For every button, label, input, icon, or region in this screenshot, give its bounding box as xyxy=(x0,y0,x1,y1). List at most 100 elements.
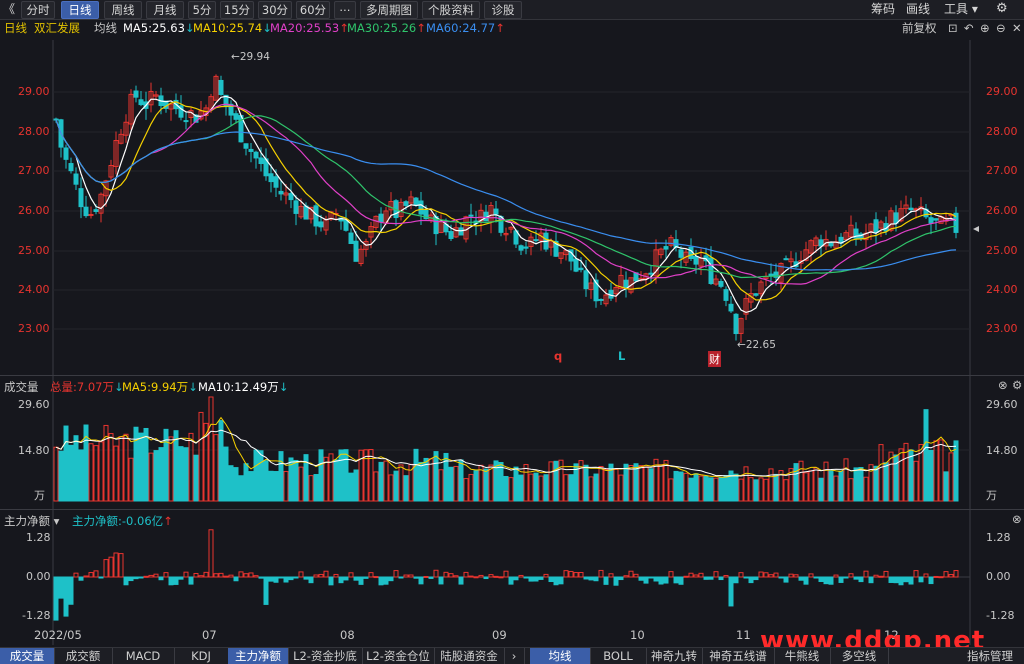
tab-ma[interactable]: 均线 xyxy=(530,648,591,664)
flow-title-dropdown[interactable]: 主力净额 ▾ xyxy=(4,514,60,528)
flow-bar xyxy=(213,573,219,578)
ma30-label: MA30:25.26↑ xyxy=(347,21,426,35)
volume-bar xyxy=(583,464,589,502)
tab-15min[interactable]: 15分 xyxy=(220,1,254,19)
undo-icon[interactable]: ↶ xyxy=(964,21,974,35)
tab-boll[interactable]: BOLL xyxy=(590,648,647,664)
volume-bar xyxy=(928,449,934,502)
tab-kdj[interactable]: KDJ xyxy=(174,648,229,664)
tab-bull-bear[interactable]: 牛熊线 xyxy=(774,648,831,664)
flow-bar xyxy=(608,573,614,578)
candle-body xyxy=(168,103,174,110)
zoom-out-icon[interactable]: ⊖ xyxy=(996,21,1006,35)
zoom-in-icon[interactable]: ⊕ xyxy=(980,21,990,35)
flow-bar xyxy=(938,576,944,579)
tab-volume[interactable]: 成交量 xyxy=(0,648,55,664)
volume-title[interactable]: 成交量 xyxy=(4,380,39,394)
volume-bar xyxy=(138,432,144,502)
volume-bar xyxy=(518,474,524,502)
tab-5min[interactable]: 5分 xyxy=(188,1,216,19)
flow-value: 主力净额:-0.06亿↑ xyxy=(72,514,173,528)
volume-bar xyxy=(723,475,729,502)
volume-bar xyxy=(363,449,369,502)
flow-close-icon[interactable]: ⊗ xyxy=(1012,512,1022,526)
candle-body xyxy=(148,90,154,106)
tab-indicator-manage[interactable]: 指标管理 xyxy=(956,648,1024,664)
flow-bar xyxy=(663,576,669,584)
tab-monthly[interactable]: 月线 xyxy=(146,1,184,19)
volume-bar xyxy=(638,465,644,502)
date-label-jul: 07 xyxy=(202,628,217,642)
tab-magic-nine[interactable]: 神奇九转 xyxy=(646,648,703,664)
diagnose-button[interactable]: 诊股 xyxy=(484,1,522,19)
flow-bar xyxy=(148,574,154,578)
flow-bar xyxy=(588,576,594,581)
tab-turnover[interactable]: 成交额 xyxy=(54,648,113,664)
tab-30min[interactable]: 30分 xyxy=(258,1,292,19)
high-price-label: ←29.94 xyxy=(231,51,270,63)
flow-bar xyxy=(258,576,264,579)
tab-l2-position[interactable]: L2-资金仓位 xyxy=(362,648,435,664)
flow-bar xyxy=(88,572,94,578)
tab-weekly[interactable]: 周线 xyxy=(104,1,142,19)
candle-body xyxy=(598,298,604,301)
volume-bar xyxy=(353,469,359,502)
candle-body xyxy=(123,121,129,136)
tools-menu[interactable]: 工具 ▾ xyxy=(944,2,978,16)
tab-macd[interactable]: MACD xyxy=(112,648,175,664)
volume-bar xyxy=(668,478,674,502)
flow-bar xyxy=(128,576,134,582)
flow-bar xyxy=(358,576,364,585)
back-icon[interactable]: 《 xyxy=(3,2,16,16)
volume-settings-icon[interactable]: ⚙ xyxy=(1012,378,1023,392)
marker-q[interactable]: q xyxy=(554,349,563,363)
flow-bar xyxy=(533,576,539,582)
volume-close-icon[interactable]: ⊗ xyxy=(998,378,1008,392)
lock-icon[interactable]: ⊡ xyxy=(948,21,958,35)
tab-daily[interactable]: 日线 xyxy=(61,1,99,19)
volume-bar xyxy=(768,468,774,502)
volume-bar xyxy=(923,409,929,502)
candle-body xyxy=(83,206,89,217)
chevron-right-icon[interactable]: › xyxy=(504,648,525,664)
tab-main-flow[interactable]: 主力净额 xyxy=(228,648,289,664)
flow-bar xyxy=(658,576,664,585)
stock-info-button[interactable]: 个股资料 xyxy=(422,1,480,19)
flow-bar xyxy=(238,571,244,578)
tab-60min[interactable]: 60分 xyxy=(296,1,330,19)
flow-bar xyxy=(183,571,189,578)
draw-line-button[interactable]: 画线 xyxy=(906,2,931,16)
volume-bar xyxy=(563,474,569,502)
flow-bar xyxy=(683,575,689,578)
candle-body xyxy=(103,180,109,197)
flow-bar xyxy=(243,573,249,578)
candle-body xyxy=(553,240,559,257)
tab-fenshi[interactable]: 分时 xyxy=(21,1,55,19)
marker-financial-report[interactable]: 财 xyxy=(708,351,721,367)
tab-l2-bottom[interactable]: L2-资金抄底 xyxy=(288,648,363,664)
multi-period-button[interactable]: 多周期图 xyxy=(360,1,418,19)
volume-bar xyxy=(718,477,724,502)
candle-body xyxy=(458,227,464,236)
avg-line-label[interactable]: 均线 xyxy=(94,21,117,35)
flow-bar xyxy=(458,576,464,585)
chips-button[interactable]: 筹码 xyxy=(871,2,896,16)
marker-l[interactable]: L xyxy=(618,349,626,363)
tab-long-short[interactable]: 多空线 xyxy=(830,648,889,664)
gear-icon[interactable]: ⚙ xyxy=(996,1,1008,16)
tab-magic-five[interactable]: 神奇五线谱 xyxy=(702,648,775,664)
flow-bar xyxy=(688,572,694,578)
volume-bar xyxy=(838,470,844,502)
flow-bar xyxy=(768,574,774,578)
ma5-label: MA5:25.63↓ xyxy=(123,21,195,35)
volume-bar xyxy=(193,454,199,502)
adjust-dropdown[interactable]: 前复权 xyxy=(902,21,937,35)
tab-hk-connect[interactable]: 陆股通资金 xyxy=(434,648,505,664)
candle-body xyxy=(738,318,744,334)
more-periods-button[interactable]: ⋯ xyxy=(334,1,356,19)
flow-bar xyxy=(153,573,159,578)
close-icon[interactable]: ✕ xyxy=(1012,21,1022,35)
volume-bar xyxy=(713,477,719,502)
flow-bar xyxy=(773,572,779,578)
candle-body xyxy=(613,287,619,295)
